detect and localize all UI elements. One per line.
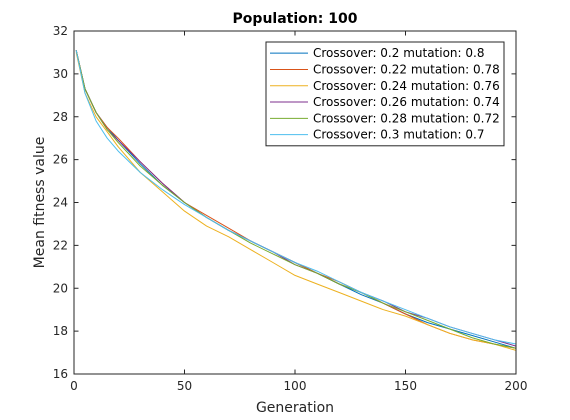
legend-entry-label: Crossover: 0.2 mutation: 0.8 (313, 46, 484, 60)
legend-entry-label: Crossover: 0.3 mutation: 0.7 (313, 128, 484, 142)
y-tick-label: 28 (53, 110, 68, 124)
y-tick-label: 26 (53, 153, 68, 167)
legend: Crossover: 0.2 mutation: 0.8 Crossover: 0… (265, 41, 505, 147)
y-tick-label: 20 (53, 281, 68, 295)
y-tick-label: 24 (53, 196, 68, 210)
x-tick-label: 100 (284, 379, 307, 393)
x-tick-labels: 0 50 100 150 200 (70, 379, 527, 393)
legend-box (265, 41, 505, 147)
series-lines (75, 50, 517, 351)
x-axis-label: Generation (256, 400, 334, 416)
x-tick-label: 150 (394, 379, 417, 393)
legend-entry-label: Crossover: 0.24 mutation: 0.76 (313, 79, 500, 93)
y-tick-label: 22 (53, 238, 68, 252)
legend-entry-label: Crossover: 0.22 mutation: 0.78 (313, 62, 500, 76)
chart-title: Population: 100 (233, 11, 358, 27)
y-tick-label: 32 (53, 24, 68, 38)
x-tick-label: 50 (177, 379, 192, 393)
y-tick-label: 30 (53, 67, 68, 81)
y-tick-label: 18 (53, 324, 68, 338)
x-tick-label: 200 (505, 379, 528, 393)
series-line (75, 50, 517, 349)
legend-entry-label: Crossover: 0.26 mutation: 0.74 (313, 95, 500, 109)
series-line (75, 50, 517, 345)
legend-entry-label: Crossover: 0.28 mutation: 0.72 (313, 111, 500, 125)
y-tick-labels: 16 18 20 22 24 26 28 30 32 (53, 24, 68, 381)
axes-box (73, 30, 517, 375)
y-axis-label: Mean fitness value (32, 137, 48, 269)
y-tick-label: 16 (53, 367, 68, 381)
series-line (75, 52, 517, 351)
x-tick-label: 0 (70, 379, 78, 393)
